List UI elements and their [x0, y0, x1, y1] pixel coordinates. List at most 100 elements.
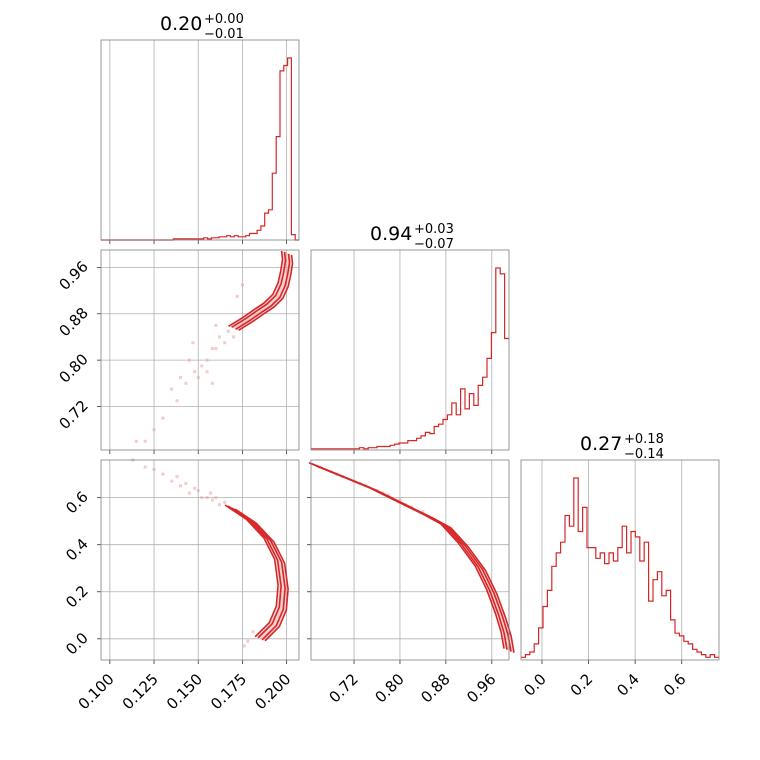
contour-line-3: [238, 254, 294, 331]
density-fill: [309, 462, 513, 653]
contour-line-2: [231, 507, 286, 641]
panel-frame-0-1: [100, 249, 300, 451]
sample-point: [179, 484, 183, 488]
sample-point: [240, 283, 244, 287]
sample-point: [175, 474, 179, 478]
hist-panel-0: 0.20 +0.00−0.01: [100, 12, 300, 244]
sample-point: [170, 479, 174, 483]
sample-point: [226, 329, 230, 333]
sample-point: [187, 491, 191, 495]
title-plus-1: +0.03: [414, 222, 454, 237]
sample-point: [214, 496, 218, 500]
sample-point: [210, 347, 214, 351]
sample-point: [421, 510, 425, 514]
sample-point: [179, 376, 183, 380]
x-tick-label: 0.88: [417, 670, 453, 706]
y-tick-label: 0.88: [55, 304, 91, 340]
sample-point: [217, 335, 221, 339]
y-tick-label: 0.6: [62, 488, 92, 518]
x-tick-label: 0.96: [463, 670, 499, 706]
title-median-1: 0.94: [370, 223, 412, 245]
contour-line-3: [318, 465, 515, 653]
sample-point: [184, 381, 188, 385]
sample-point: [235, 294, 239, 298]
contour-line-1: [227, 505, 282, 639]
contour-line-2: [315, 464, 512, 652]
sample-point: [184, 482, 188, 486]
y-tick-label: 0.4: [62, 535, 92, 565]
x-tick-label: 0.2: [567, 670, 597, 700]
title-plus-2: +0.18: [624, 432, 664, 447]
sample-point: [205, 358, 209, 362]
sample-point: [191, 341, 195, 345]
sample-point: [242, 644, 246, 648]
y-tick-label: 0.72: [55, 397, 91, 433]
contour-line-1: [231, 251, 287, 328]
sample-point: [175, 399, 179, 403]
title-0: 0.20: [160, 13, 202, 35]
y-tick-label: 0.80: [55, 350, 91, 386]
pair-panel-0-1: [97, 249, 300, 454]
panel-frame-0: [100, 39, 300, 241]
panel-frame-1: [310, 249, 510, 451]
x-tick-label: 0.150: [163, 670, 206, 713]
y-tick-label: 0.2: [62, 582, 92, 612]
x-tick-label: 0.0: [520, 670, 550, 700]
sample-point: [196, 376, 200, 380]
y-tick-label: 0.0: [62, 629, 92, 659]
panel-frame-2: [520, 459, 720, 661]
sample-point: [193, 486, 197, 490]
x-tick-label: 0.100: [75, 670, 118, 713]
sample-point: [161, 416, 165, 420]
title-minus-1: −0.07: [414, 237, 454, 252]
sample-point: [246, 639, 250, 643]
sample-point: [232, 335, 236, 339]
contour-line-0: [228, 250, 284, 327]
x-tick-label: 0.175: [207, 670, 250, 713]
sample-point: [143, 465, 147, 469]
sample-point: [161, 472, 165, 476]
histogram-2: [521, 477, 719, 658]
sample-point: [134, 439, 138, 443]
sample-point: [200, 496, 204, 500]
pair-panel-1-2: [307, 459, 515, 664]
sample-point: [196, 489, 200, 493]
sample-point: [143, 439, 147, 443]
sample-point: [210, 381, 214, 385]
title-1: 0.94: [370, 223, 412, 245]
title-minus-0: −0.01: [204, 27, 244, 42]
contour-line-2: [235, 253, 291, 330]
y-tick-label: 0.96: [55, 257, 91, 293]
x-tick-label: 0.80: [371, 670, 407, 706]
title-minus-2: −0.14: [624, 447, 664, 462]
title-2: 0.27: [580, 433, 622, 455]
sample-point: [251, 630, 255, 634]
sample-point: [214, 347, 218, 351]
pair-panel-0-2: [97, 458, 300, 664]
hist-panel-1: 0.94 +0.03−0.07: [310, 222, 510, 454]
sample-point: [214, 323, 218, 327]
panel-frame-1-2: [310, 459, 510, 661]
x-tick-label: 0.72: [326, 670, 362, 706]
sample-point: [209, 491, 213, 495]
sample-point: [205, 496, 209, 500]
sample-point: [205, 370, 209, 374]
title-plus-0: +0.00: [204, 12, 244, 27]
contour-line-0: [224, 504, 279, 638]
sample-point: [200, 364, 204, 368]
x-tick-label: 0.200: [251, 670, 294, 713]
sample-point: [210, 498, 214, 502]
sample-point: [398, 498, 402, 502]
panel-frame-0-2: [100, 459, 300, 661]
title-median-2: 0.27: [580, 433, 622, 455]
histogram-1: [311, 267, 509, 450]
sample-point: [223, 500, 227, 504]
sample-point: [152, 428, 156, 432]
x-tick-label: 0.125: [119, 670, 162, 713]
sample-point: [187, 358, 191, 362]
sample-point: [170, 387, 174, 391]
sample-point: [217, 503, 221, 507]
title-median-0: 0.20: [160, 13, 202, 35]
contour-line-1: [311, 462, 508, 650]
